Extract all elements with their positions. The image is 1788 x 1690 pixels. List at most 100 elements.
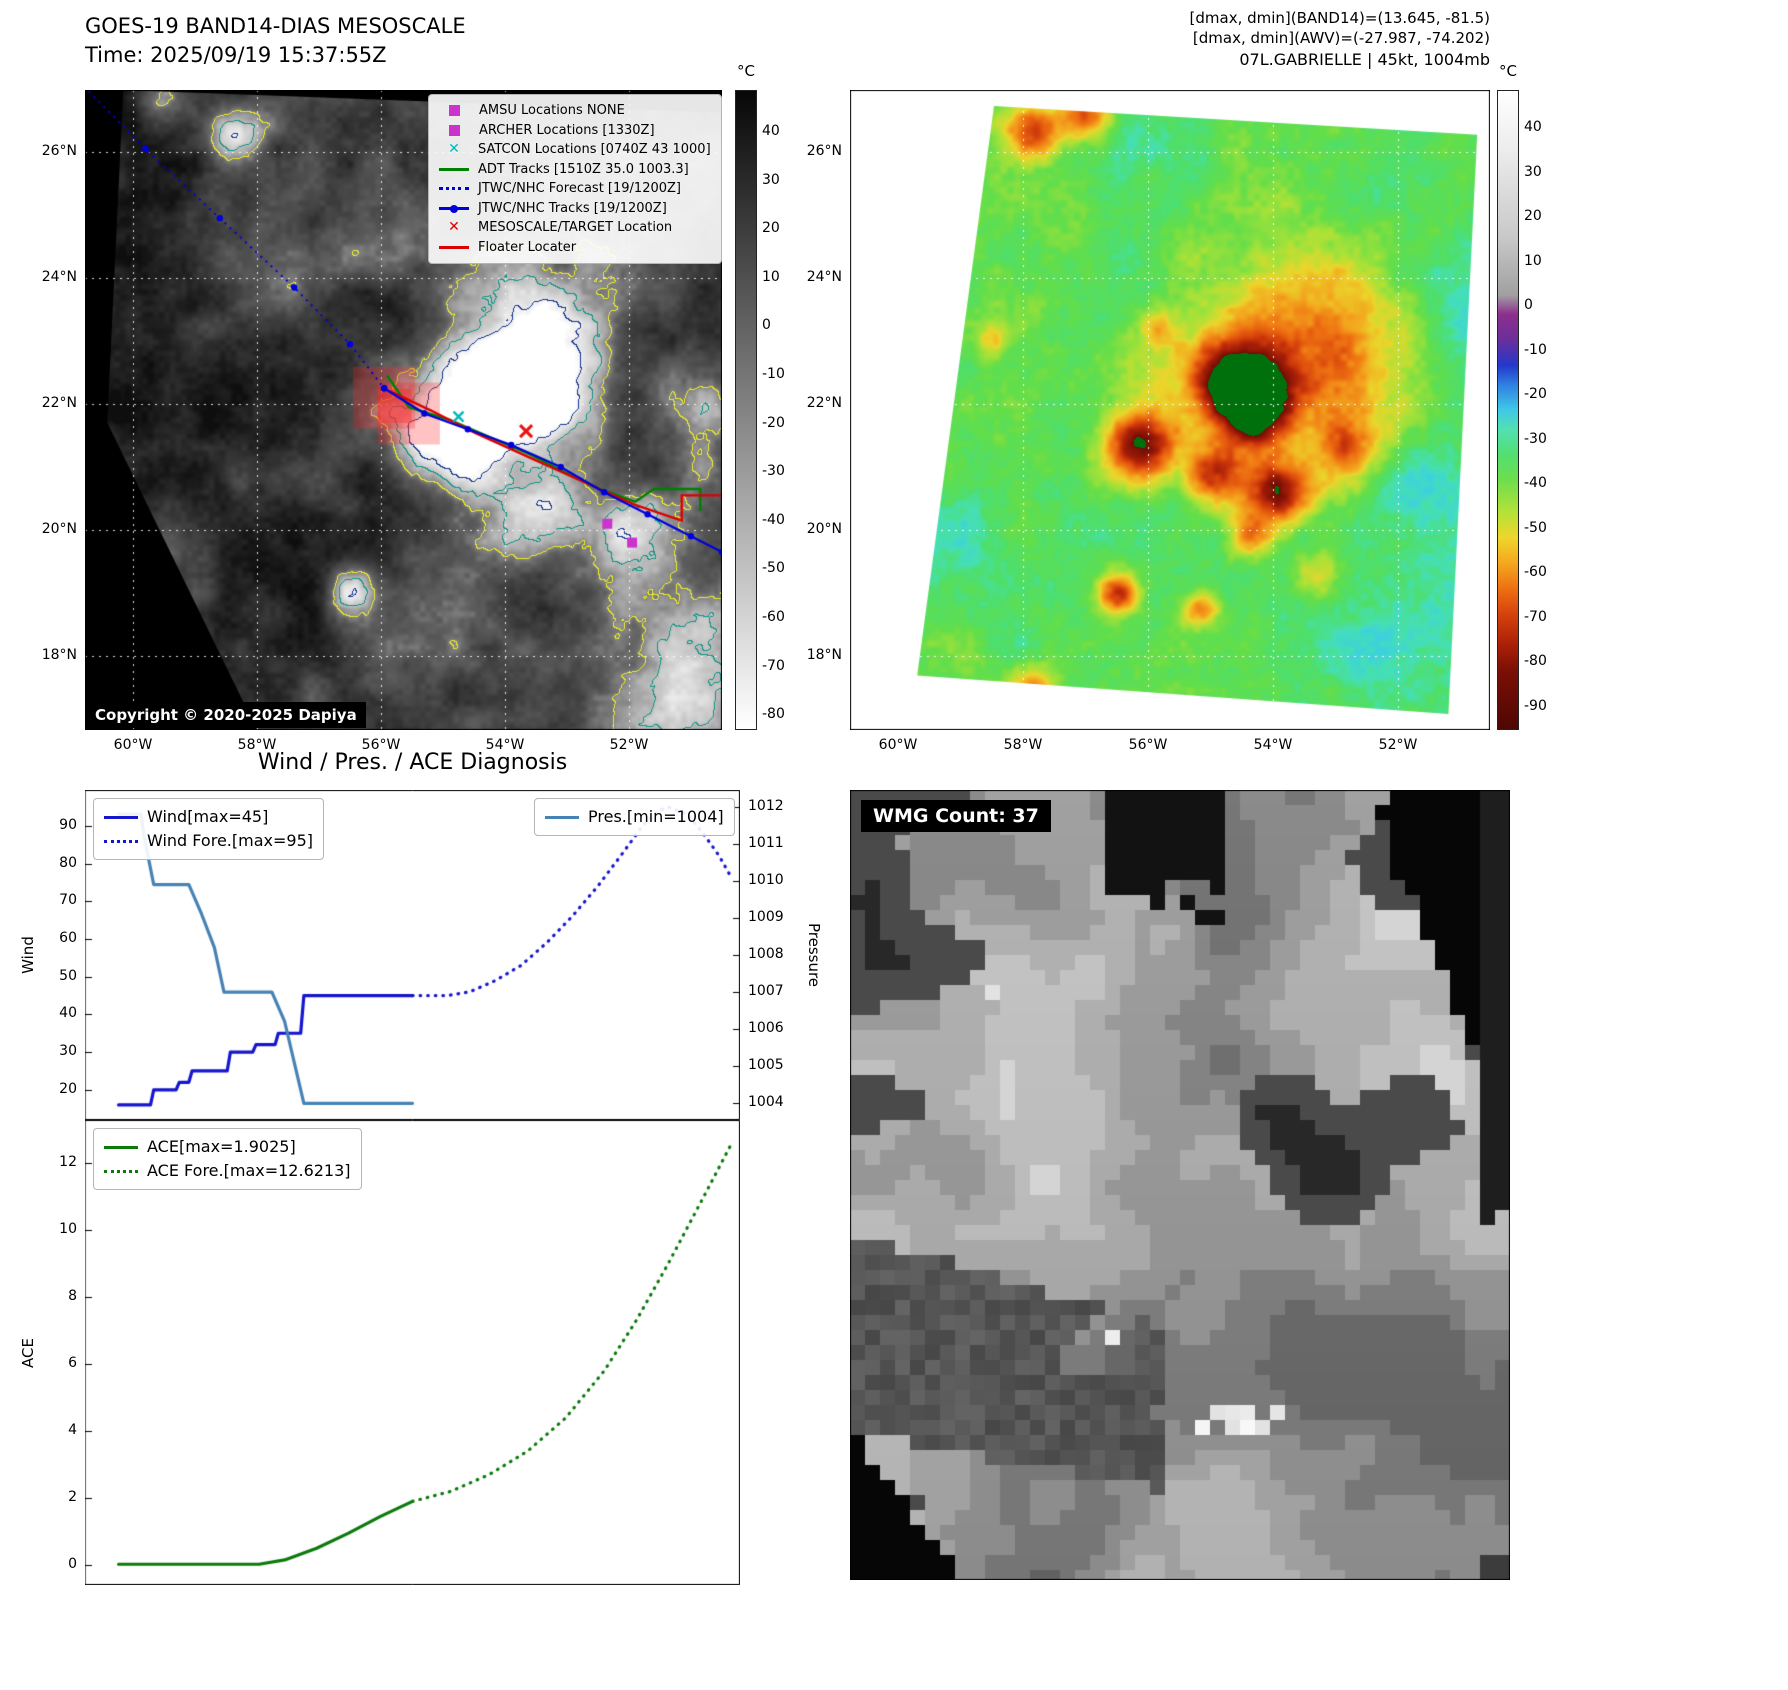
ace-ytick: 6	[68, 1355, 77, 1371]
pressure-ytick: 1007	[748, 983, 784, 999]
tr-colorbar-tick: -80	[1524, 653, 1547, 669]
legend-label: Wind Fore.[max=95]	[147, 831, 313, 850]
pressure-ytick: 1009	[748, 909, 784, 925]
tr-ytick: 24°N	[806, 269, 842, 285]
legend-label: ACE Fore.[max=12.6213]	[147, 1161, 351, 1180]
tl-colorbar-tick: 10	[762, 269, 780, 285]
tr-colorbar-tick: -90	[1524, 698, 1547, 714]
tl-xtick: 58°W	[237, 737, 277, 753]
legend-square-sample	[449, 105, 460, 117]
tl-colorbar-tick: -20	[762, 415, 785, 431]
tr-colorbar-tick: 40	[1524, 119, 1542, 135]
pressure-ytick: 1005	[748, 1057, 784, 1073]
legend-row: Wind Fore.[max=95]	[104, 829, 313, 853]
tr-colorbar-tick: -70	[1524, 609, 1547, 625]
tr-info-awv: [dmax, dmin](AWV)=(-27.987, -74.202)	[1192, 29, 1490, 47]
legend-line-sample	[439, 245, 469, 249]
tl-colorbar-tick: 30	[762, 172, 780, 188]
tr-xtick: 56°W	[1128, 737, 1168, 753]
tr-ytick: 20°N	[806, 521, 842, 537]
br-wmg-count-badge: WMG Count: 37	[861, 800, 1051, 832]
pressure-ytick: 1012	[748, 798, 784, 814]
tr-colorbar-tick: -10	[1524, 342, 1547, 358]
legend-row: JTWC/NHC Tracks [19/1200Z]	[439, 199, 711, 219]
tr-satellite-map-canvas	[850, 90, 1490, 730]
legend-label: SATCON Locations [0740Z 43 1000]	[478, 142, 711, 157]
tr-xtick: 60°W	[878, 737, 918, 753]
wind-ytick: 50	[59, 968, 77, 984]
tl-colorbar-tick: -10	[762, 366, 785, 382]
tr-colorbar-tick: 30	[1524, 164, 1542, 180]
tr-xtick: 58°W	[1003, 737, 1043, 753]
legend-solid-sample	[104, 1145, 138, 1149]
ace-ytick: 4	[68, 1422, 77, 1438]
legend-row: ARCHER Locations [1330Z]	[439, 121, 711, 141]
tl-ytick: 22°N	[41, 395, 77, 411]
legend-box: ACE[max=1.9025] ACE Fore.[max=12.6213]	[93, 1128, 362, 1190]
legend-row: JTWC/NHC Forecast [19/1200Z]	[439, 179, 711, 199]
legend-row: Pres.[min=1004]	[545, 805, 724, 829]
legend-label: Pres.[min=1004]	[588, 807, 724, 826]
tr-info-band14: [dmax, dmin](BAND14)=(13.645, -81.5)	[1189, 9, 1490, 27]
tr-colorbar-tick: -60	[1524, 564, 1547, 580]
pressure-ytick: 1008	[748, 946, 784, 962]
wind-ytick: 80	[59, 855, 77, 871]
tr-ytick: 18°N	[806, 647, 842, 663]
tr-ytick: 26°N	[806, 143, 842, 159]
tl-colorbar-tick: -50	[762, 560, 785, 576]
legend-row: ACE[max=1.9025]	[104, 1135, 351, 1159]
ace-ytick: 8	[68, 1288, 77, 1304]
wind-ytick: 60	[59, 930, 77, 946]
tr-colorbar-tick: 10	[1524, 253, 1542, 269]
legend-label: ACE[max=1.9025]	[147, 1137, 296, 1156]
tl-ytick: 26°N	[41, 143, 77, 159]
legend-row: ✕ MESOSCALE/TARGET Location	[439, 218, 711, 238]
tl-title-line2: Time: 2025/09/19 15:37:55Z	[85, 43, 387, 67]
tr-colorbar	[1497, 90, 1519, 730]
legend-dot	[450, 204, 458, 213]
legend-label: AMSU Locations NONE	[479, 103, 625, 118]
wind-ytick: 70	[59, 892, 77, 908]
legend-box: Pres.[min=1004]	[534, 798, 735, 836]
wind-ytick: 20	[59, 1081, 77, 1097]
legend-linedot-sample	[439, 204, 469, 213]
tl-colorbar-tick: -30	[762, 463, 785, 479]
tr-colorbar-tick: -20	[1524, 386, 1547, 402]
legend-label: JTWC/NHC Forecast [19/1200Z]	[478, 181, 681, 196]
wind-axis-label: Wind	[19, 936, 37, 974]
tl-colorbar-tick: -70	[762, 658, 785, 674]
pressure-ytick: 1011	[748, 835, 784, 851]
legend-box: AMSU Locations NONE ARCHER Locations [133…	[428, 94, 722, 264]
ace-chart-canvas	[85, 1120, 740, 1585]
pressure-axis-label: Pressure	[805, 922, 823, 988]
tr-colorbar-tick: -50	[1524, 520, 1547, 536]
wind-ytick: 40	[59, 1005, 77, 1021]
legend-row: Wind[max=45]	[104, 805, 313, 829]
legend-dotted-sample	[439, 187, 469, 191]
tl-ytick: 24°N	[41, 269, 77, 285]
tr-colorbar-tick: 0	[1524, 297, 1533, 313]
tr-colorbar-unit: °C	[1499, 62, 1517, 80]
wind-ytick: 90	[59, 817, 77, 833]
tl-colorbar-tick: -40	[762, 512, 785, 528]
tl-xtick: 54°W	[485, 737, 525, 753]
ace-ytick: 10	[59, 1221, 77, 1237]
tl-colorbar-tick: 20	[762, 220, 780, 236]
tr-ytick: 22°N	[806, 395, 842, 411]
legend-solid-sample	[104, 815, 138, 819]
tl-ytick: 18°N	[41, 647, 77, 663]
pressure-ytick: 1004	[748, 1094, 784, 1110]
legend-square-sample	[449, 124, 460, 136]
tl-colorbar-tick: -80	[762, 706, 785, 722]
tl-xtick: 52°W	[609, 737, 649, 753]
tl-title-line1: GOES-19 BAND14-DIAS MESOSCALE	[85, 14, 466, 38]
ace-axis-label: ACE	[19, 1338, 37, 1368]
legend-label: MESOSCALE/TARGET Location	[478, 220, 673, 235]
ace-ytick: 0	[68, 1556, 77, 1572]
legend-label: Floater Locater	[478, 239, 577, 255]
legend-row: ✕ SATCON Locations [0740Z 43 1000]	[439, 140, 711, 160]
legend-row: Floater Locater	[439, 238, 711, 258]
tl-copyright: Copyright © 2020-2025 Dapiya	[86, 702, 366, 728]
tl-xtick: 56°W	[361, 737, 401, 753]
legend-box: Wind[max=45] Wind Fore.[max=95]	[93, 798, 324, 860]
